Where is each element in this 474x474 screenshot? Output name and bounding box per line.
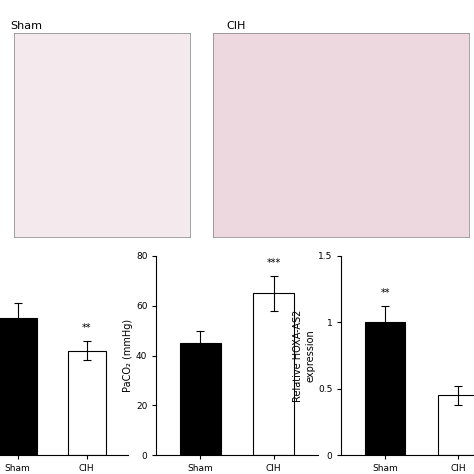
Bar	[0, 318, 36, 455]
Bar	[68, 351, 106, 455]
Bar	[254, 293, 294, 455]
Text: Sham: Sham	[11, 21, 43, 31]
Bar	[365, 322, 405, 455]
Text: **: **	[82, 323, 91, 333]
Bar	[180, 343, 220, 455]
Y-axis label: Relative HOXA-AS2
expression: Relative HOXA-AS2 expression	[293, 310, 315, 401]
Bar	[438, 395, 474, 455]
Text: ***: ***	[266, 258, 281, 268]
Text: **: **	[381, 289, 390, 299]
Y-axis label: PaCO₂ (mmHg): PaCO₂ (mmHg)	[123, 319, 133, 392]
Text: CIH: CIH	[226, 21, 246, 31]
